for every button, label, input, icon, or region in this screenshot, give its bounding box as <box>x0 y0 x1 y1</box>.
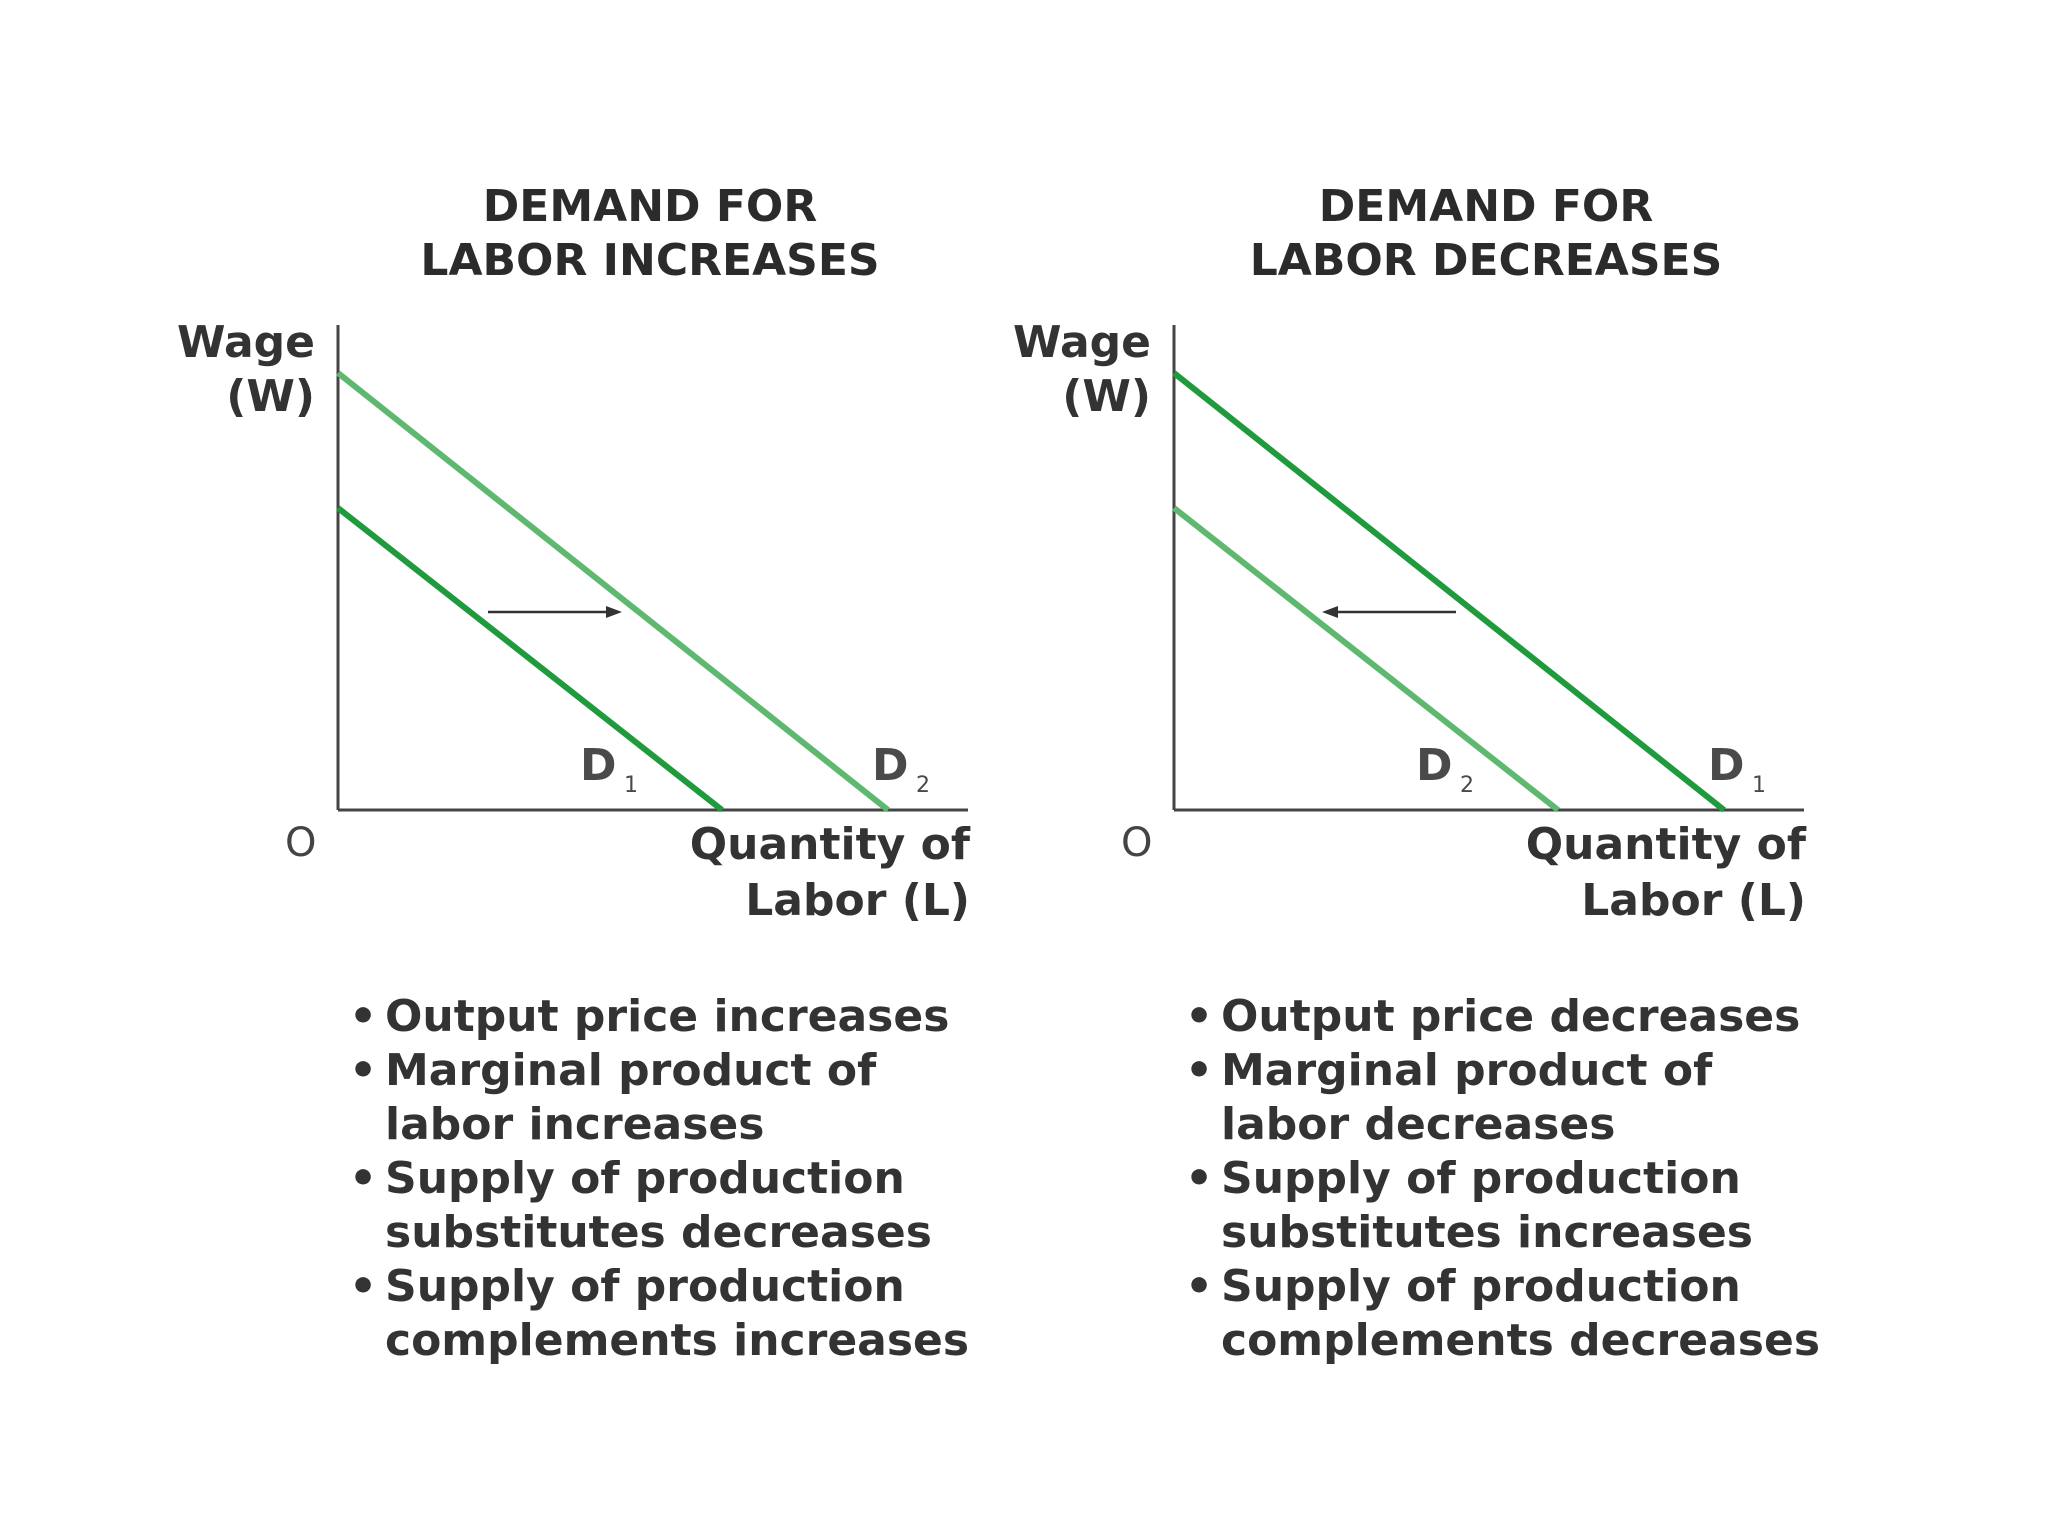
list-item: Output price increases <box>345 990 969 1044</box>
list-item-line: complements increases <box>385 1315 970 1366</box>
x-axis-label-line-1: Quantity of <box>689 819 970 870</box>
shift-arrow-left <box>1322 606 1456 618</box>
y-axis-label-line-1: Wage <box>1013 317 1151 368</box>
curve-label-d2-subscript: 2 <box>916 773 930 798</box>
list-item-line: Supply of production <box>385 1153 905 1204</box>
list-item-line: labor decreases <box>1221 1099 1616 1150</box>
factor-list-decreases: Output price decreases Marginal product … <box>1181 990 1820 1368</box>
curve-label-d1: D <box>580 740 617 791</box>
demand-curve-d2 <box>336 370 890 813</box>
y-axis-label-line-2: (W) <box>1062 371 1151 422</box>
panel-title: DEMAND FOR LABOR INCREASES <box>270 180 1030 288</box>
curve-label-d2: D <box>1416 740 1453 791</box>
x-axis-label-line-2: Labor (L) <box>745 875 970 926</box>
y-axis-label: Wage (W) <box>100 316 315 424</box>
list-item-line: substitutes decreases <box>385 1207 932 1258</box>
demand-graph-decreases: D 2 D 1 <box>1172 325 1804 813</box>
factor-list-increases: Output price increases Marginal product … <box>345 990 969 1368</box>
panel-title-line-1: DEMAND FOR <box>482 181 818 232</box>
list-item: Output price decreases <box>1181 990 1820 1044</box>
curve-label-d2-subscript: 2 <box>1460 773 1474 798</box>
x-axis-label-line-1: Quantity of <box>1525 819 1806 870</box>
curve-label-d1-subscript: 1 <box>1752 773 1766 798</box>
list-item-line: substitutes increases <box>1221 1207 1753 1258</box>
list-item-line: labor increases <box>385 1099 765 1150</box>
panel-demand-decreases: DEMAND FOR LABOR DECREASES Wage (W) O Qu… <box>836 0 1860 1536</box>
x-axis-label: Quantity of Labor (L) <box>620 817 970 929</box>
demand-curve-d2 <box>1172 505 1560 813</box>
y-axis-label-line-2: (W) <box>226 371 315 422</box>
x-axis-label-line-2: Labor (L) <box>1581 875 1806 926</box>
curve-label-d2: D <box>872 740 909 791</box>
list-item-line: Supply of production <box>1221 1153 1741 1204</box>
demand-curve-d1 <box>336 505 724 813</box>
y-axis-label-line-1: Wage <box>177 317 315 368</box>
origin-label: O <box>285 820 317 866</box>
y-axis-label: Wage (W) <box>936 316 1151 424</box>
curve-label-d1-subscript: 1 <box>624 773 638 798</box>
shift-arrow-right <box>488 606 622 618</box>
panel-demand-increases: DEMAND FOR LABOR INCREASES Wage (W) O Qu… <box>0 0 1024 1536</box>
panel-title-line-2: LABOR DECREASES <box>1249 235 1723 286</box>
list-item-line: complements decreases <box>1221 1315 1821 1366</box>
list-item-line: Output price increases <box>385 991 950 1042</box>
list-item-line: Output price decreases <box>1221 991 1801 1042</box>
list-item-line: Marginal product of <box>385 1045 877 1096</box>
panel-title-line-1: DEMAND FOR <box>1318 181 1654 232</box>
curve-label-d1: D <box>1708 740 1745 791</box>
demand-graph-increases: D 1 D 2 <box>336 325 968 813</box>
list-item-line: Supply of production <box>385 1261 905 1312</box>
list-item-line: Marginal product of <box>1221 1045 1713 1096</box>
list-item-line: Supply of production <box>1221 1261 1741 1312</box>
x-axis-label: Quantity of Labor (L) <box>1456 817 1806 929</box>
origin-label: O <box>1121 820 1153 866</box>
demand-curve-d1 <box>1172 370 1726 813</box>
panel-title-line-2: LABOR INCREASES <box>420 235 880 286</box>
panel-title: DEMAND FOR LABOR DECREASES <box>1106 180 1866 288</box>
